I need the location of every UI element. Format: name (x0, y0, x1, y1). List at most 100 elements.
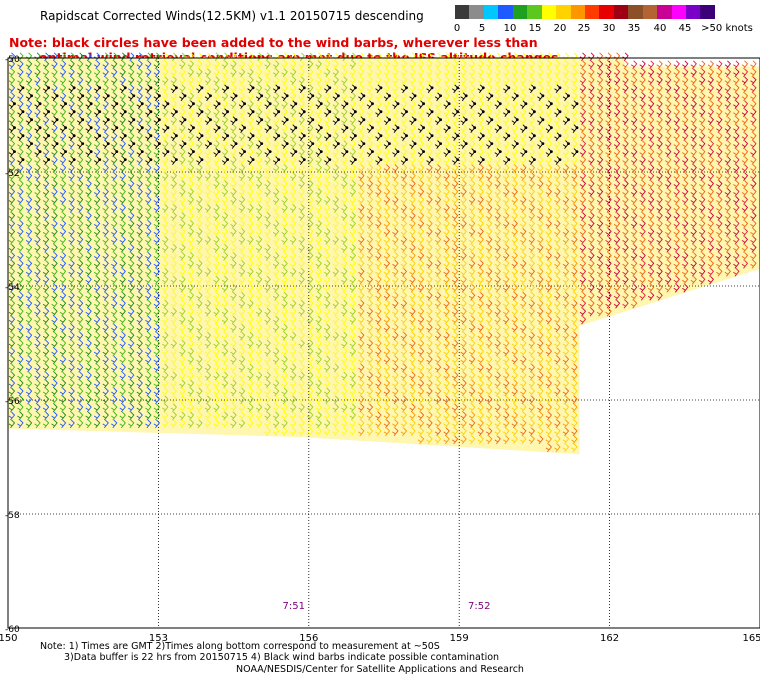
contamination-dot (158, 142, 161, 146)
wind-barb (647, 164, 655, 173)
wind-barb (136, 132, 143, 141)
wind-barb (409, 164, 416, 173)
contamination-dot (388, 118, 391, 122)
contamination-dot (72, 110, 76, 114)
wind-barb (102, 164, 109, 173)
wind-barb (136, 108, 143, 117)
wind-barb (230, 84, 237, 94)
wind-barb (230, 60, 237, 70)
contamination-dot (251, 86, 255, 90)
wind-barb (179, 60, 186, 70)
wind-barb (111, 92, 118, 102)
wind-barb (204, 172, 212, 181)
wind-barb (383, 84, 391, 94)
contamination-dot (464, 94, 468, 98)
wind-barb (93, 172, 101, 181)
wind-barb (187, 164, 195, 173)
wind-barb (59, 108, 67, 117)
wind-barb (153, 156, 161, 165)
wind-barb (196, 140, 203, 149)
wind-barb (486, 132, 493, 141)
wind-barb (605, 124, 612, 133)
wind-barb (613, 148, 621, 157)
wind-barb (690, 76, 697, 86)
wind-barb (562, 124, 570, 133)
wind-barb (613, 108, 621, 117)
wind-barb (366, 60, 374, 70)
wind-barb (221, 172, 229, 181)
legend-label: >50 knots (701, 23, 753, 34)
time-label: 7:52 (468, 601, 490, 612)
wind-barb (17, 124, 24, 133)
wind-barb (639, 84, 646, 94)
wind-barb (111, 156, 118, 165)
contamination-dot (311, 118, 315, 122)
wind-barb (562, 148, 570, 157)
wind-barb (622, 140, 629, 149)
contamination-dot (55, 94, 59, 98)
wind-barb (554, 76, 561, 86)
wind-barb (136, 116, 143, 125)
wind-barb (468, 140, 476, 149)
contamination-dot (481, 134, 485, 138)
wind-barb (8, 68, 16, 78)
wind-barb (358, 108, 365, 117)
wind-barb (298, 60, 305, 70)
wind-barb (34, 68, 41, 78)
wind-barb (375, 172, 382, 181)
wind-barb (213, 84, 220, 94)
wind-barb (204, 100, 212, 109)
wind-barb (68, 140, 75, 149)
wind-barb (639, 172, 646, 181)
wind-barb (682, 60, 689, 70)
wind-barb (673, 100, 680, 109)
wind-barb (264, 84, 271, 94)
wind-barb (238, 92, 246, 102)
wind-barb (51, 164, 58, 173)
wind-barb (128, 124, 135, 133)
wind-barb (213, 68, 220, 78)
wind-barb (707, 100, 715, 109)
wind-barb (136, 68, 143, 78)
wind-barb (298, 172, 305, 181)
wind-barb (213, 156, 220, 165)
contamination-dot (345, 150, 349, 154)
wind-barb (613, 92, 621, 102)
wind-barb (571, 172, 578, 181)
wind-barb (588, 124, 595, 133)
wind-barb (272, 60, 280, 70)
contamination-dot (319, 126, 323, 130)
wind-barb (673, 140, 680, 149)
legend-swatch (527, 5, 542, 19)
contamination-dot (490, 118, 494, 122)
legend-swatch (512, 5, 528, 19)
wind-barb (605, 68, 612, 78)
wind-barb (656, 68, 663, 78)
wind-barb (145, 164, 152, 173)
contamination-dot (243, 102, 247, 106)
wind-barb (443, 164, 450, 173)
wind-barb (76, 68, 84, 78)
wind-barb (503, 140, 510, 149)
wind-barb (494, 140, 501, 149)
wind-barb (707, 156, 715, 165)
wind-barb (25, 164, 33, 173)
wind-barb (290, 164, 297, 173)
wind-barb (68, 116, 75, 125)
contamination-dot (192, 126, 195, 130)
contamination-dot (277, 158, 281, 162)
wind-barb (59, 172, 67, 181)
wind-barb (102, 68, 109, 78)
wind-barb (76, 76, 84, 86)
wind-barb (76, 172, 84, 181)
wind-barb (247, 100, 254, 109)
wind-barb (682, 148, 689, 157)
wind-barb (724, 116, 732, 125)
wind-barb (324, 172, 331, 181)
wind-barb (494, 164, 501, 173)
wind-barb (673, 60, 680, 70)
wind-barb (102, 60, 109, 70)
wind-barb (434, 68, 442, 78)
wind-barb (630, 116, 638, 125)
wind-barb (383, 108, 391, 117)
